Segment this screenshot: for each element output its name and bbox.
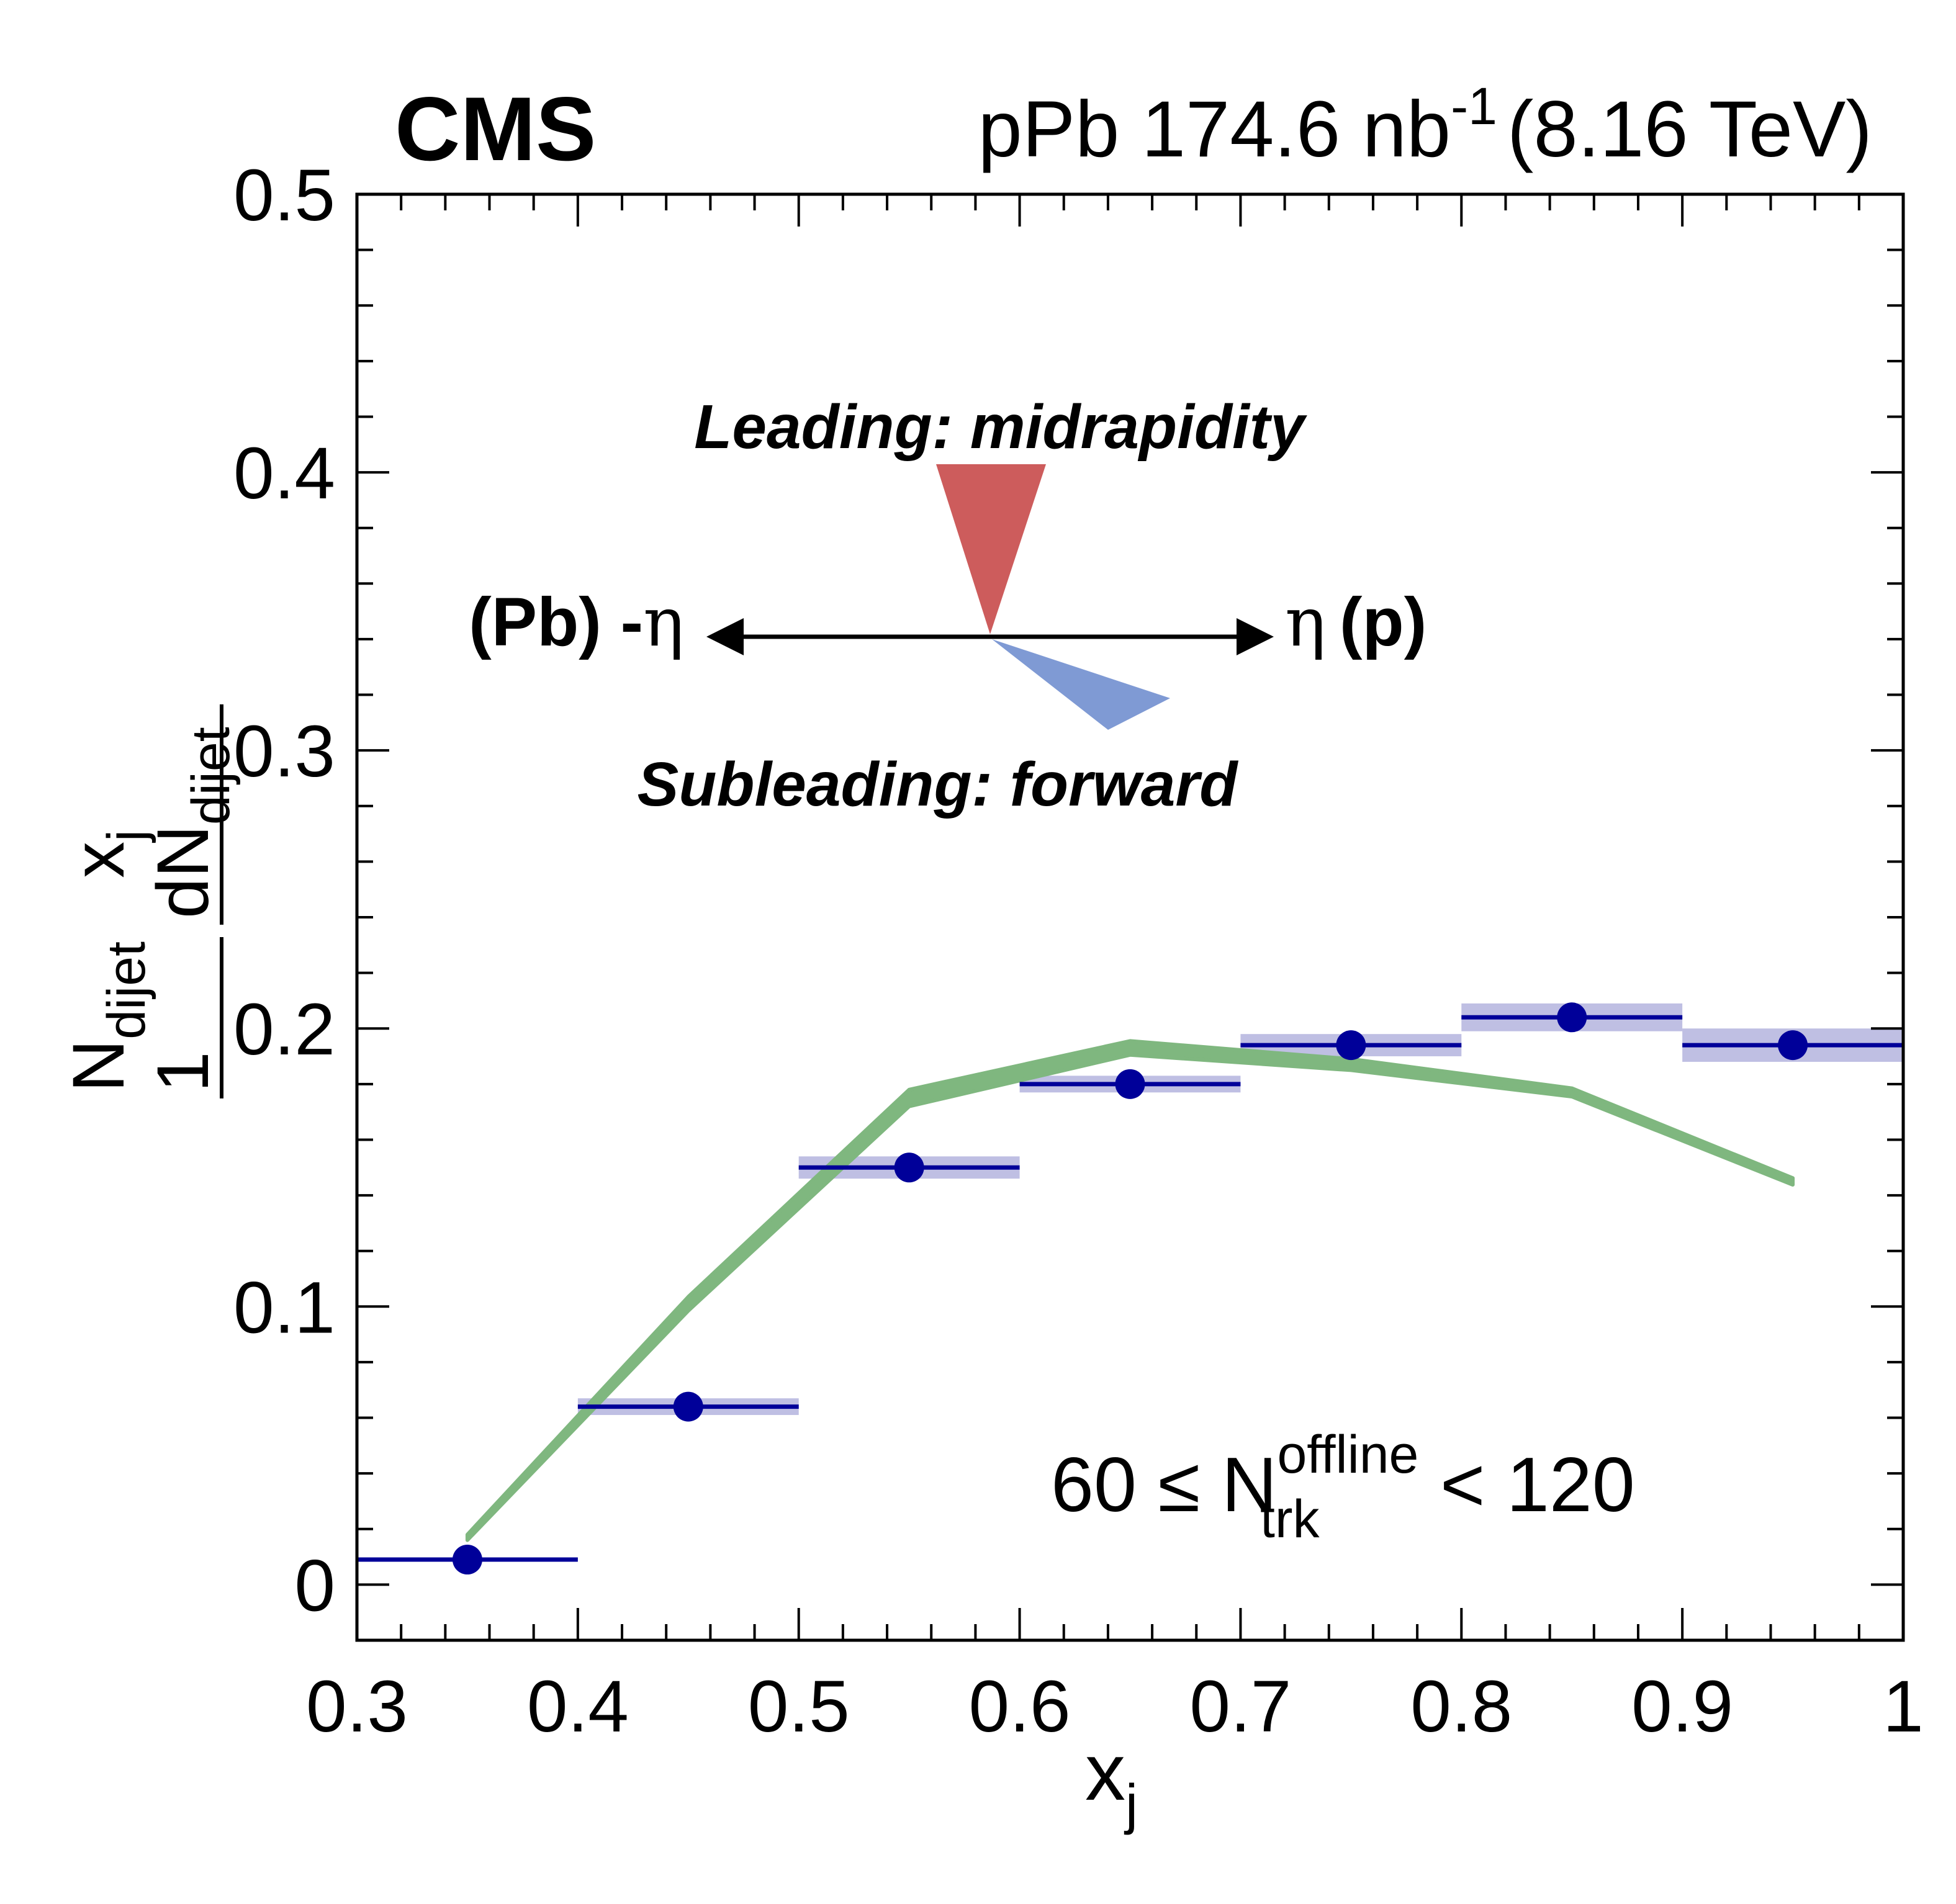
x-axis-title-sub: j (1124, 1774, 1138, 1836)
x-axis-title: xj (1085, 1727, 1138, 1836)
plot-frame (355, 192, 1905, 1642)
luminosity-label: pPb 174.6 nb-1 (8.16 TeV) (978, 77, 1872, 174)
y-axis-title-num: dNdijet (142, 727, 241, 918)
leading-jet-cone (936, 464, 1046, 634)
svg-text:1: 1 (142, 1051, 224, 1092)
data-point (673, 1391, 703, 1422)
selection-label: 60 ≤ Noffline trk < 120 (1051, 1425, 1635, 1549)
data-point (894, 1152, 924, 1183)
x-tick-label: 0.7 (1189, 1666, 1291, 1748)
eta-arrow-left (706, 618, 744, 655)
model-band (465, 1039, 1795, 1542)
x-tick-label: 0.6 (969, 1666, 1071, 1748)
data-point (1557, 1002, 1587, 1033)
luminosity-exponent: -1 (1451, 77, 1497, 135)
model-curve (465, 1039, 1795, 1542)
x-tick-label: 1 (1883, 1666, 1924, 1748)
p-side-label: η (p) (1285, 582, 1426, 662)
y-axis-title: 1 Ndijet dNdijet xj (58, 704, 241, 1098)
selection-superscript: offline (1277, 1425, 1418, 1484)
y-tick-label: 0.4 (233, 433, 335, 514)
x-tick-label: 0.4 (527, 1666, 629, 1748)
data-point (1115, 1069, 1145, 1099)
data-points (357, 1002, 1903, 1575)
y-tick-label: 0 (294, 1545, 335, 1627)
rapidity-diagram: Leading: midrapidity (Pb) -η η (p) Sublea… (469, 392, 1426, 819)
x-tick-label: 0.8 (1410, 1666, 1512, 1748)
y-tick-label: 0.3 (233, 711, 335, 793)
data-point (1336, 1030, 1366, 1061)
y-tick-label: 0.5 (233, 155, 335, 236)
y-axis-title-num-den: xj (58, 830, 156, 878)
x-tick-label: 0.9 (1631, 1666, 1733, 1748)
tick-labels: 0.3 0.4 0.5 0.6 0.7 0.8 0.9 1 0 0.1 0.2 0.3 0.4 0.5 (233, 155, 1924, 1748)
selection-subscript: trk (1260, 1489, 1320, 1549)
data-point (452, 1545, 482, 1575)
subleading-jet-cone (992, 639, 1170, 730)
eta-arrow-right (1237, 618, 1274, 655)
y-axis-title-den: Ndijet (58, 941, 156, 1092)
x-tick-label: 0.5 (748, 1666, 850, 1748)
y-tick-label: 0.1 (233, 1267, 335, 1349)
x-tick-label: 0.3 (306, 1666, 408, 1748)
systematic-bands (577, 1003, 1903, 1416)
leading-label: Leading: midrapidity (694, 392, 1307, 462)
subleading-label: Subleading: forward (638, 750, 1239, 819)
experiment-label: CMS (395, 78, 596, 179)
y-tick-label: 0.2 (233, 989, 335, 1071)
pb-side-label: (Pb) -η (469, 582, 684, 662)
data-point (1778, 1030, 1808, 1061)
